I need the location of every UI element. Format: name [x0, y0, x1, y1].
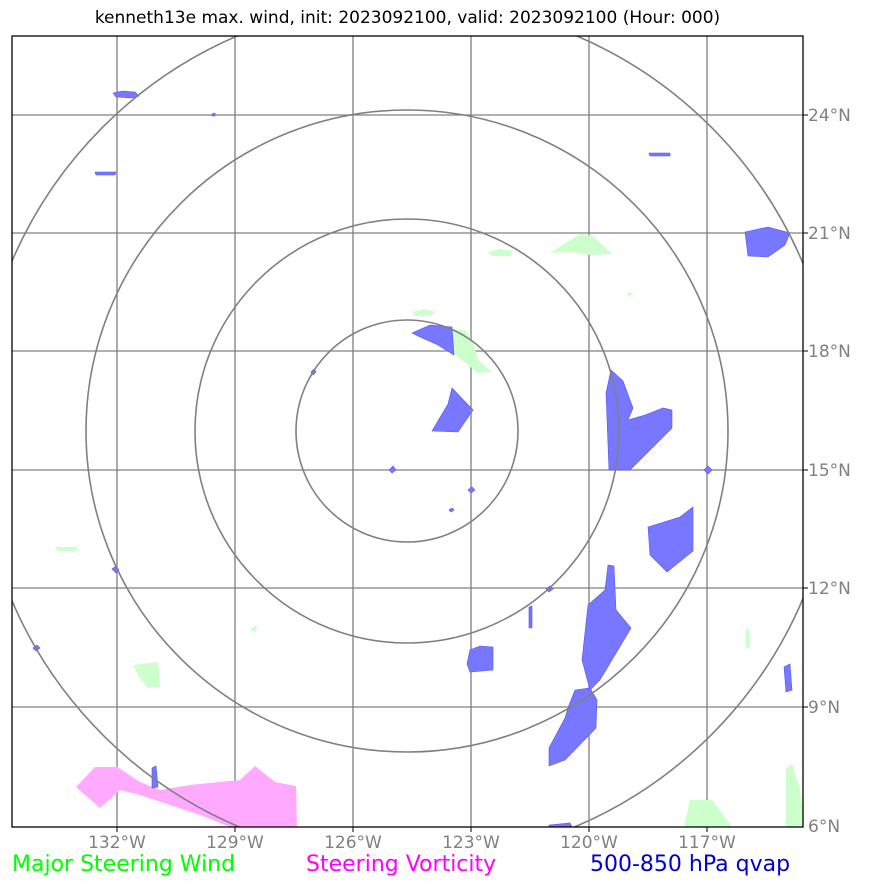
lon-label: 129°W — [206, 833, 264, 853]
lon-label: 120°W — [560, 833, 618, 853]
steering-vorticity-contours — [76, 766, 297, 827]
map-title: kenneth13e max. wind, init: 2023092100, … — [94, 8, 721, 28]
lat-label: 15°N — [808, 461, 851, 481]
lat-label: 9°N — [808, 698, 840, 718]
graticule — [12, 36, 803, 827]
lon-label: 117°W — [678, 833, 736, 853]
range-rings — [12, 36, 803, 827]
legend-steering-wind: Major Steering Wind — [12, 852, 236, 877]
lon-label: 123°W — [442, 833, 500, 853]
lon-label: 126°W — [324, 833, 382, 853]
steering-wind-contours — [55, 234, 803, 827]
lat-label: 12°N — [808, 579, 851, 599]
lat-label: 6°N — [808, 817, 840, 837]
lat-axis-labels: 24°N 21°N 18°N 15°N 12°N 9°N 6°N — [808, 106, 851, 837]
qvap-contours — [32, 90, 793, 827]
lon-label: 132°W — [88, 833, 146, 853]
legend-qvap: 500-850 hPa qvap — [590, 852, 791, 877]
legend-steering-vorticity: Steering Vorticity — [306, 852, 497, 877]
lat-label: 18°N — [808, 342, 851, 362]
lat-label: 24°N — [808, 106, 851, 126]
lon-axis-labels: 132°W 129°W 126°W 123°W 120°W 117°W — [88, 833, 736, 853]
lat-label: 21°N — [808, 224, 851, 244]
plot-frame — [11, 35, 804, 828]
